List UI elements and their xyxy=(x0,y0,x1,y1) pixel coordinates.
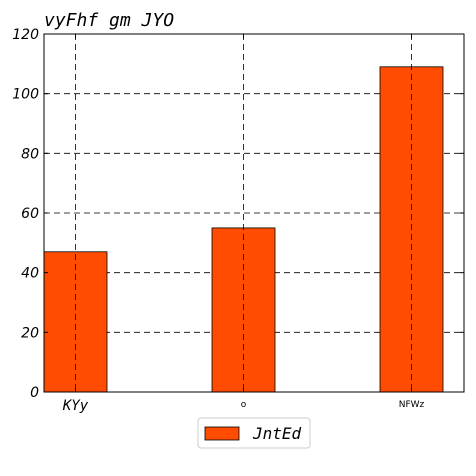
y-tick-label: 20 xyxy=(21,325,39,341)
y-tick-label: 0 xyxy=(30,385,39,401)
y-tick-label: 100 xyxy=(12,87,39,103)
x-tick-label: KYy xyxy=(62,398,89,414)
bar xyxy=(43,251,108,393)
y-axis: 0 20 40 60 80 100 120 xyxy=(12,27,464,401)
legend-box xyxy=(197,417,311,449)
x-axis: KYy o NFWz xyxy=(62,34,425,414)
y-tick-label: 120 xyxy=(12,27,39,43)
x-tick-label: NFWz xyxy=(399,400,425,410)
y-tick-label: 60 xyxy=(21,206,39,222)
legend: JntEd xyxy=(197,417,311,449)
legend-label: JntEd xyxy=(252,424,302,443)
y-tick-label: 80 xyxy=(21,146,39,162)
chart-title: vyFhf gm JYO xyxy=(44,10,174,31)
x-tick-label: o xyxy=(241,400,247,410)
legend-swatch xyxy=(204,426,240,441)
y-tick-label: 40 xyxy=(21,266,39,282)
